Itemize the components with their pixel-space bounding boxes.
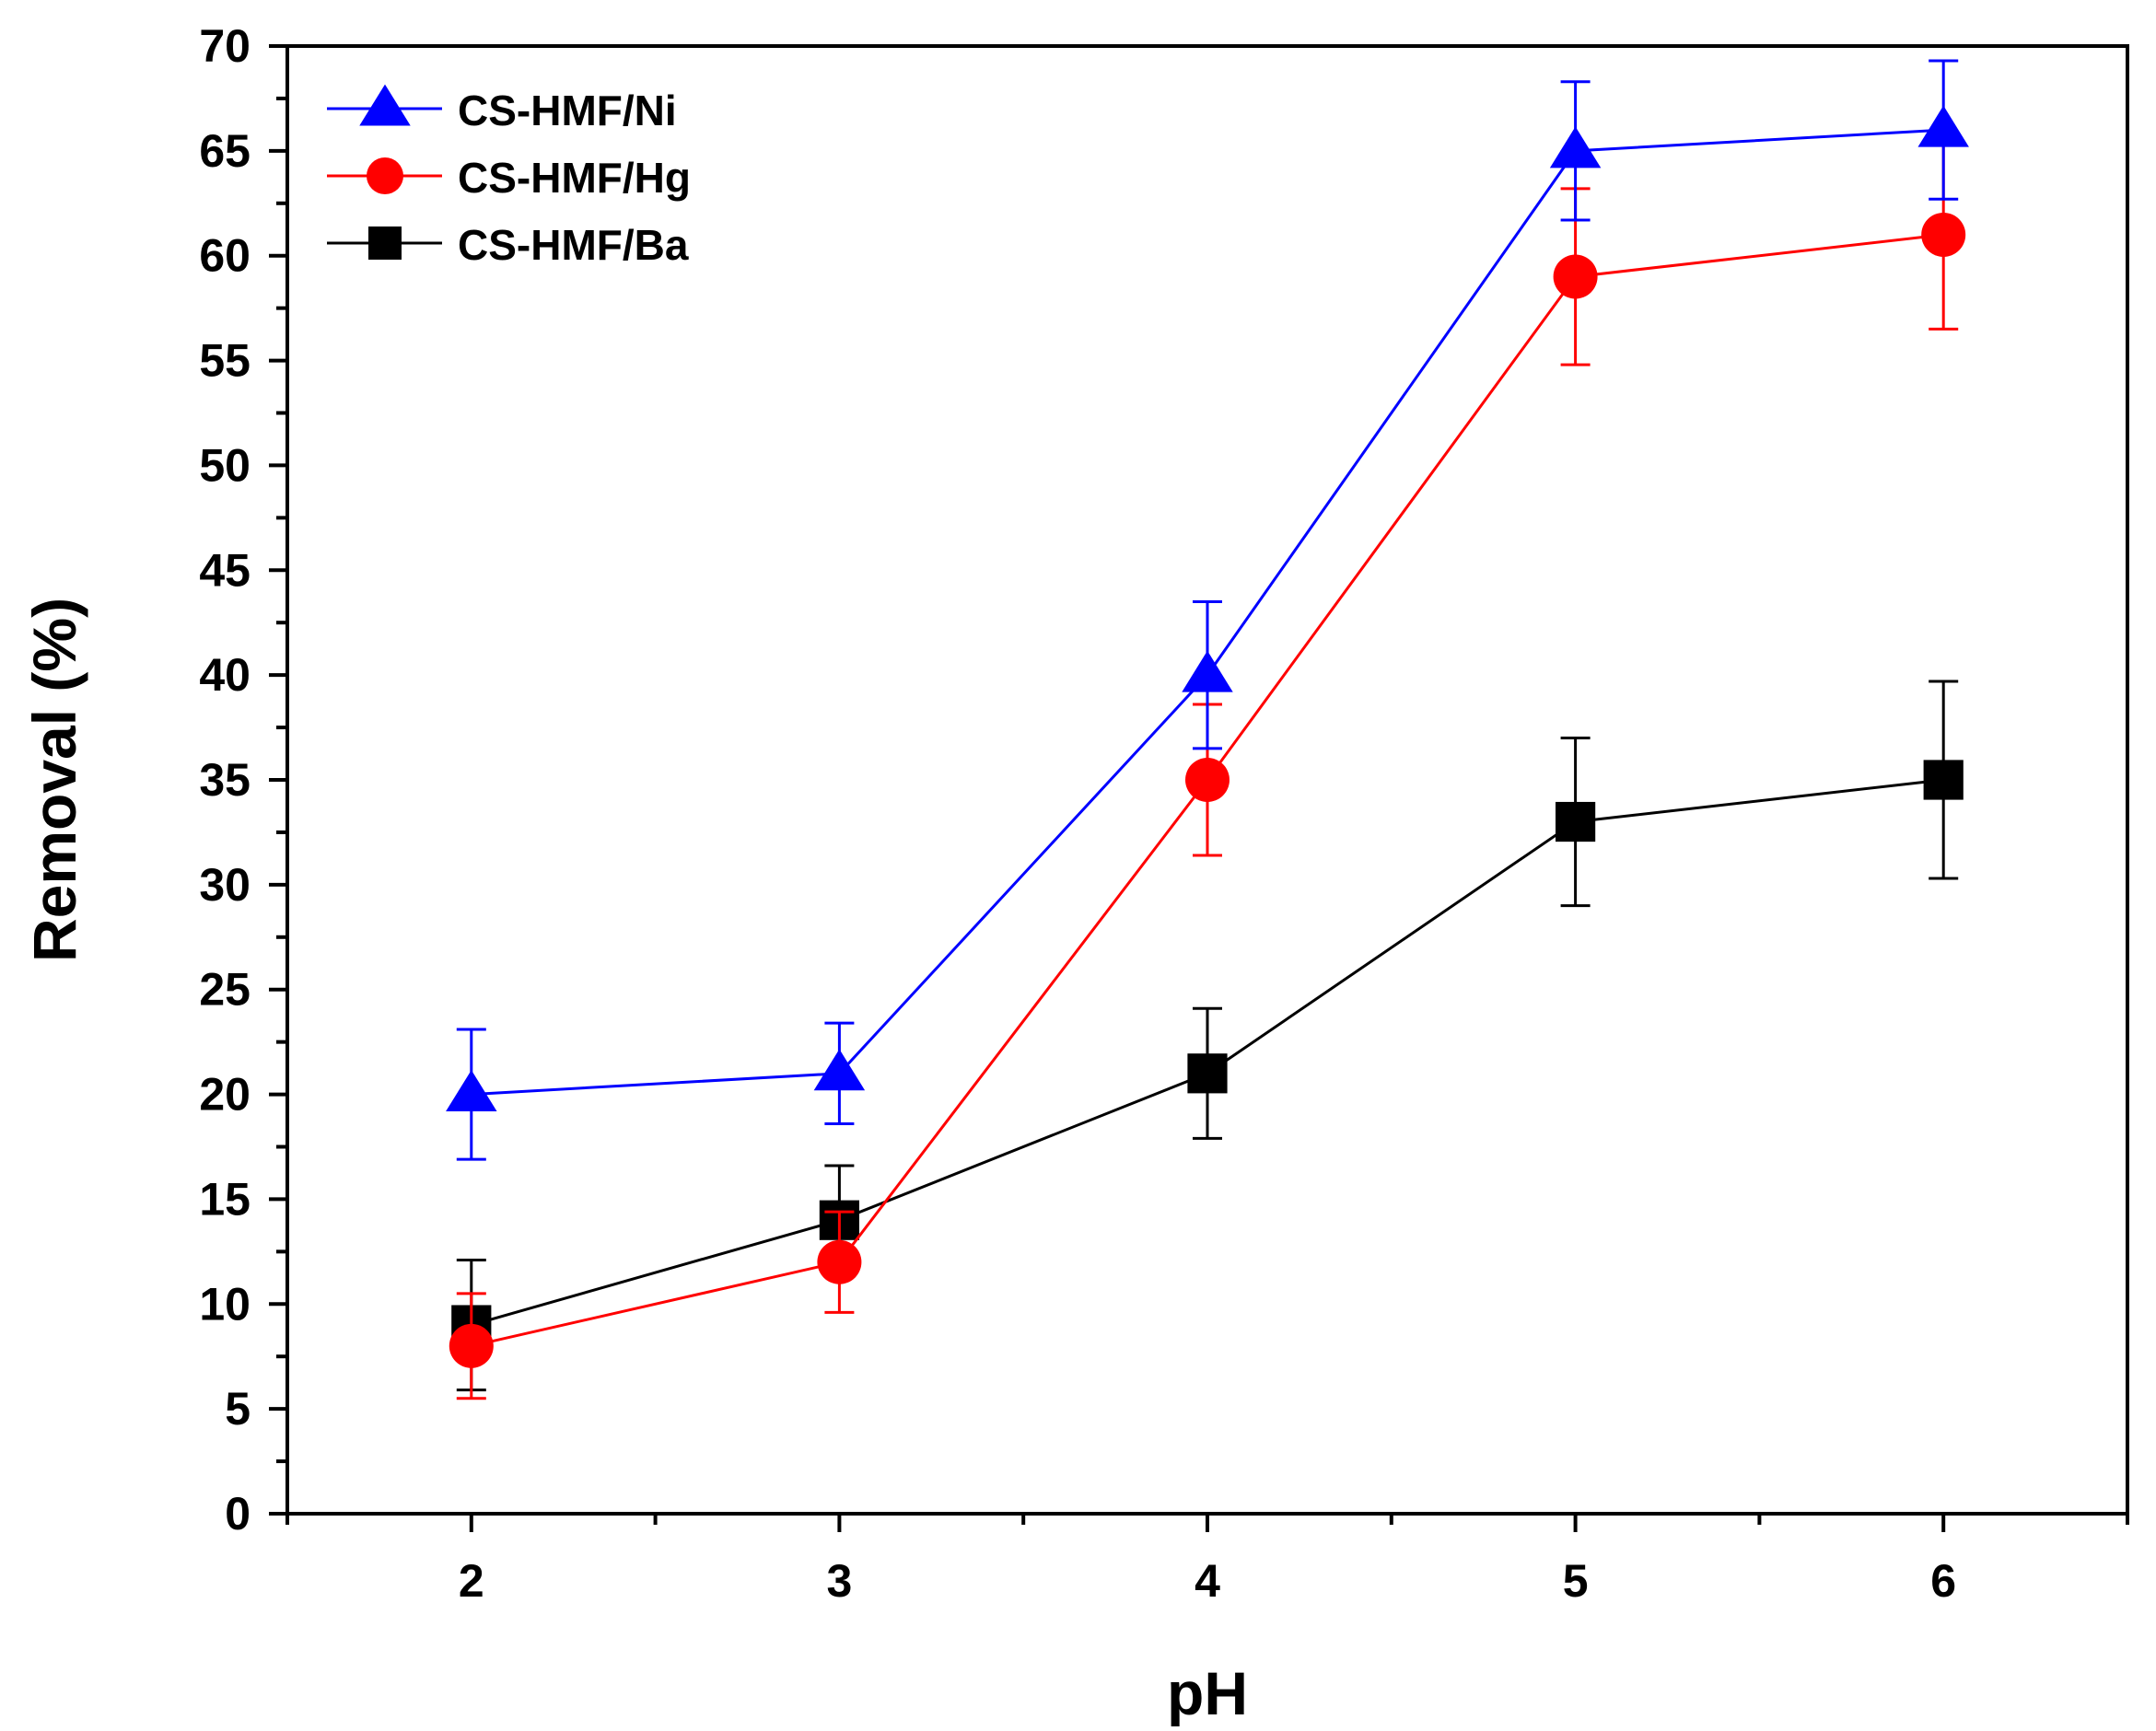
circle-marker <box>367 157 403 194</box>
y-tick-label: 55 <box>199 335 251 387</box>
x-axis: 2 3 4 5 6 <box>286 1514 2129 1607</box>
triangle-marker <box>813 1049 866 1091</box>
triangle-marker <box>1549 126 1602 168</box>
y-tick-label: 70 <box>199 20 251 72</box>
x-tick-label: 4 <box>1195 1555 1220 1607</box>
y-tick-label: 0 <box>225 1488 251 1539</box>
y-tick-label: 10 <box>199 1278 251 1330</box>
x-tick-label: 2 <box>459 1555 484 1607</box>
triangle-marker <box>446 1070 497 1112</box>
legend-item: CS-HMF/Hg <box>327 154 691 202</box>
y-tick-label: 45 <box>199 544 251 596</box>
y-tick-label: 5 <box>225 1383 251 1435</box>
triangle-marker <box>1182 650 1233 692</box>
circle-marker <box>817 1239 862 1284</box>
series-cs-hmf-hg <box>449 138 1966 1400</box>
series-layer <box>446 59 1969 1400</box>
y-tick-label: 40 <box>199 649 251 701</box>
x-tick-label: 6 <box>1930 1555 1956 1607</box>
y-tick-label: 35 <box>199 754 251 806</box>
y-tick-label: 25 <box>199 964 251 1016</box>
triangle-marker <box>359 84 411 126</box>
y-axis-label: Removal (%) <box>20 598 88 962</box>
square-marker <box>368 227 402 260</box>
y-tick-label: 30 <box>199 859 251 911</box>
y-tick-label: 15 <box>199 1173 251 1225</box>
y-tick-label: 50 <box>199 439 251 491</box>
legend-item: CS-HMF/Ba <box>327 221 689 269</box>
x-tick-label: 5 <box>1563 1555 1589 1607</box>
legend-item: CS-HMF/Ni <box>327 84 677 134</box>
circle-marker <box>449 1323 494 1368</box>
square-marker <box>1556 801 1596 842</box>
y-tick-label: 65 <box>199 125 251 177</box>
y-axis: 0 5 10 15 20 25 30 35 40 45 50 55 60 65 70 <box>199 20 2128 1539</box>
series-cs-hmf-ni <box>446 59 1969 1161</box>
legend-label: CS-HMF/Hg <box>458 154 691 202</box>
legend-label: CS-HMF/Ba <box>458 221 689 269</box>
y-tick-label: 20 <box>199 1069 251 1121</box>
y-tick-label: 60 <box>199 230 251 282</box>
square-marker <box>1187 1053 1228 1094</box>
x-axis-label: pH <box>1167 1659 1248 1726</box>
circle-marker <box>1553 254 1598 299</box>
legend-label: CS-HMF/Ni <box>458 87 677 134</box>
triangle-marker <box>1917 105 1969 147</box>
legend: CS-HMF/Ni CS-HMF/Hg CS-HMF/Ba <box>327 84 691 269</box>
x-tick-label: 3 <box>826 1555 852 1607</box>
square-marker <box>1923 760 1964 800</box>
circle-marker <box>1185 758 1230 802</box>
circle-marker <box>1921 212 1966 257</box>
